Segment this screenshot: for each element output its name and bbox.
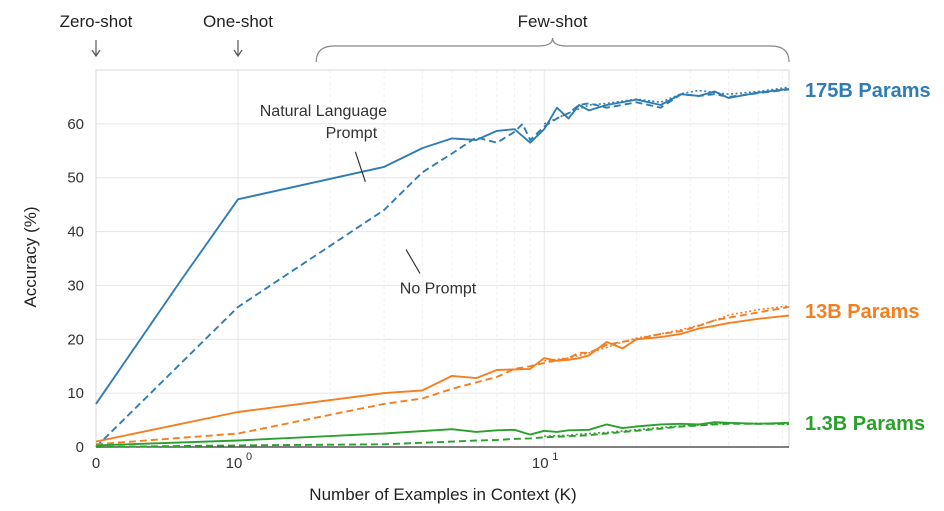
regime-brace [315, 37, 790, 63]
regime-label: Zero-shot [60, 12, 133, 31]
series-line-1-3b-params [95, 421, 790, 447]
y-axis-label: Accuracy (%) [21, 206, 40, 307]
y-tick-label: 0 [76, 439, 84, 456]
x-tick-label: 0 [92, 455, 100, 472]
series-labels: 175B Params 13B Params 1.3B Params [805, 80, 931, 435]
series-label: 1.3B Params [805, 413, 925, 435]
x-tick-exponent: 0 [246, 451, 252, 463]
annotations: Natural Language Prompt No Prompt [260, 103, 477, 298]
series-line-13b-params-no-prompt [95, 306, 790, 446]
series-line-13b-params [95, 314, 790, 443]
y-tick-label: 20 [67, 331, 84, 348]
x-tick-label: 10 [226, 455, 243, 472]
y-tick-label: 40 [67, 224, 84, 241]
x-axis-label: Number of Examples in Context (K) [309, 485, 576, 504]
annotation-natural-language-prompt-line2: Prompt [326, 125, 378, 142]
y-tick-label: 30 [67, 277, 84, 294]
plot-frame [95, 69, 790, 448]
series-line-175b-params-no-prompt [95, 88, 790, 448]
series-line-13b-params-dotted [544, 305, 790, 362]
x-tick-exponent: 1 [552, 451, 558, 463]
regime-arrow-head [233, 49, 243, 58]
annotation-natural-language-prompt: Natural Language [260, 103, 387, 120]
annotation-pointer [354, 151, 366, 182]
series-label: 13B Params [805, 301, 920, 323]
annotation-no-prompt: No Prompt [400, 281, 477, 298]
y-tick-label: 50 [67, 170, 84, 187]
regime-label: One-shot [203, 12, 273, 31]
regime-label: Few-shot [518, 12, 588, 31]
series-label: 175B Params [805, 80, 931, 102]
y-tick-label: 60 [67, 116, 84, 133]
gridlines [96, 70, 789, 447]
y-tick-label: 10 [67, 385, 84, 402]
x-tick-label: 10 [532, 455, 549, 472]
regime-arrow-head [91, 49, 101, 58]
series-layer [95, 86, 790, 448]
regime-markers: Zero-shot One-shot Few-shot [60, 12, 790, 63]
annotation-pointer [405, 249, 421, 274]
series-line-1-3b-params-dotted [544, 422, 790, 437]
